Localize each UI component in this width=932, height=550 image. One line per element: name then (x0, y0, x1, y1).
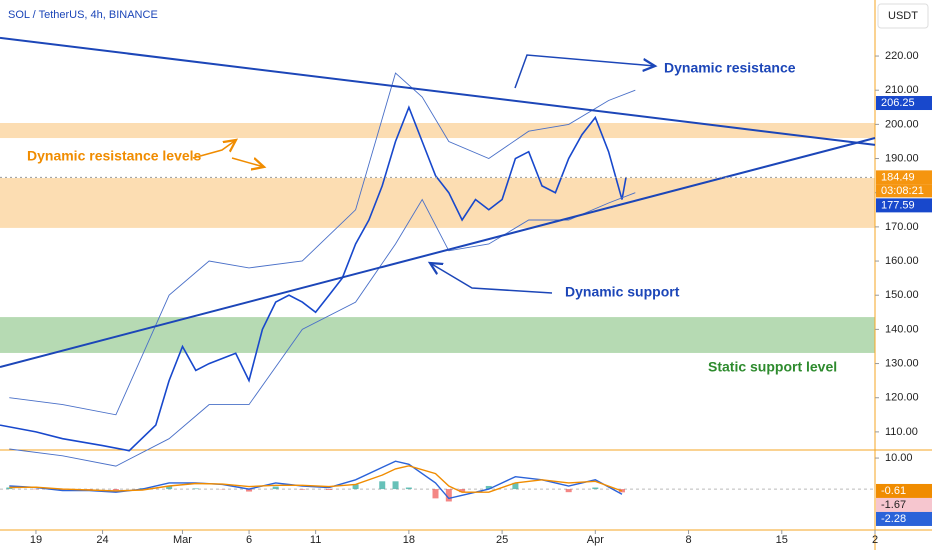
histogram-bar (432, 489, 439, 499)
price-badge-label: 206.25 (881, 97, 915, 109)
price-badge (876, 96, 932, 111)
histogram-bar (166, 485, 173, 490)
countdown: 03:08:21 (881, 185, 924, 197)
y-tick-label: 200.00 (885, 118, 919, 130)
x-tick-label: 6 (246, 534, 252, 546)
x-tick-label: 8 (685, 534, 691, 546)
histogram-bar (392, 481, 399, 490)
histogram-bar (59, 489, 66, 491)
x-tick-label: 15 (776, 534, 788, 546)
price-badge (876, 511, 932, 526)
histogram-bar (112, 489, 119, 491)
zone (0, 178, 875, 228)
histogram-bar (192, 488, 199, 490)
price-badge (876, 170, 932, 185)
x-tick-label: 18 (403, 534, 415, 546)
price-badge-label: -2.28 (881, 513, 906, 525)
y-tick-label: 130.00 (885, 357, 919, 369)
x-tick-label: 25 (496, 534, 508, 546)
price-badge (876, 198, 932, 213)
zone (0, 317, 875, 353)
series-line (0, 36, 876, 146)
histogram-bar (592, 487, 599, 490)
y-tick-label: 120.00 (885, 392, 919, 404)
x-tick-label: 19 (30, 534, 42, 546)
arrows (192, 54, 655, 294)
histogram-bar (445, 489, 452, 502)
x-tick-label: 24 (96, 534, 108, 546)
price-badge-label: -1.67 (881, 499, 906, 511)
price-badge-label: -0.61 (881, 485, 906, 497)
histogram-bar (246, 489, 253, 492)
arrow (514, 54, 655, 89)
y-tick-label: 10.00 (885, 452, 913, 464)
y-tick-label: 160.00 (885, 255, 919, 267)
series-line (9, 192, 636, 467)
histogram-bar (325, 489, 332, 490)
histogram-bar (272, 486, 279, 490)
price-badge (876, 483, 932, 498)
series-line (9, 72, 636, 416)
zone (0, 123, 875, 139)
y-tick-label: 140.00 (885, 323, 919, 335)
y-tick-label: 150.00 (885, 289, 919, 301)
histogram-bar (6, 487, 13, 490)
histogram-bar (299, 489, 306, 490)
annotation: Dynamic resistance levels (27, 148, 202, 164)
series-line (0, 137, 876, 368)
histogram-bar (405, 487, 412, 490)
arrow (192, 140, 236, 159)
countdown-badge (876, 184, 932, 198)
histogram-bar (565, 489, 572, 493)
y-tick-label: 170.00 (885, 221, 919, 233)
y-tick-label: 110.00 (885, 426, 918, 438)
price-badge-label: 177.59 (881, 199, 915, 211)
x-tick-label: 2 (872, 534, 878, 546)
series-line (0, 105, 627, 452)
x-tick-label: Mar (173, 534, 192, 546)
header: SOL / TetherUS, 4h, BINANCE (8, 9, 158, 21)
annotation: Dynamic support (565, 284, 680, 300)
histogram-bar (352, 484, 359, 490)
histogram-bar (485, 485, 492, 490)
arrow (231, 158, 264, 167)
arrow (430, 263, 553, 294)
histogram-bar (459, 489, 466, 493)
annotation: Dynamic resistance (664, 60, 796, 76)
y-tick-label: 210.00 (885, 84, 919, 96)
x-tick-label: 11 (310, 534, 321, 546)
histogram-bar (379, 481, 386, 490)
histogram-bar (512, 482, 519, 490)
series-line (9, 465, 623, 493)
annotation: Static support level (708, 359, 837, 375)
price-badge-label: 184.49 (881, 171, 915, 183)
y-tick-label: 220.00 (885, 50, 919, 62)
currency-box (877, 3, 929, 29)
y-tick-label: 190.00 (885, 152, 919, 164)
x-tick-label: Apr (587, 534, 604, 546)
series-line (9, 460, 623, 500)
price-badge (876, 497, 932, 512)
currency: USDT (888, 10, 918, 22)
